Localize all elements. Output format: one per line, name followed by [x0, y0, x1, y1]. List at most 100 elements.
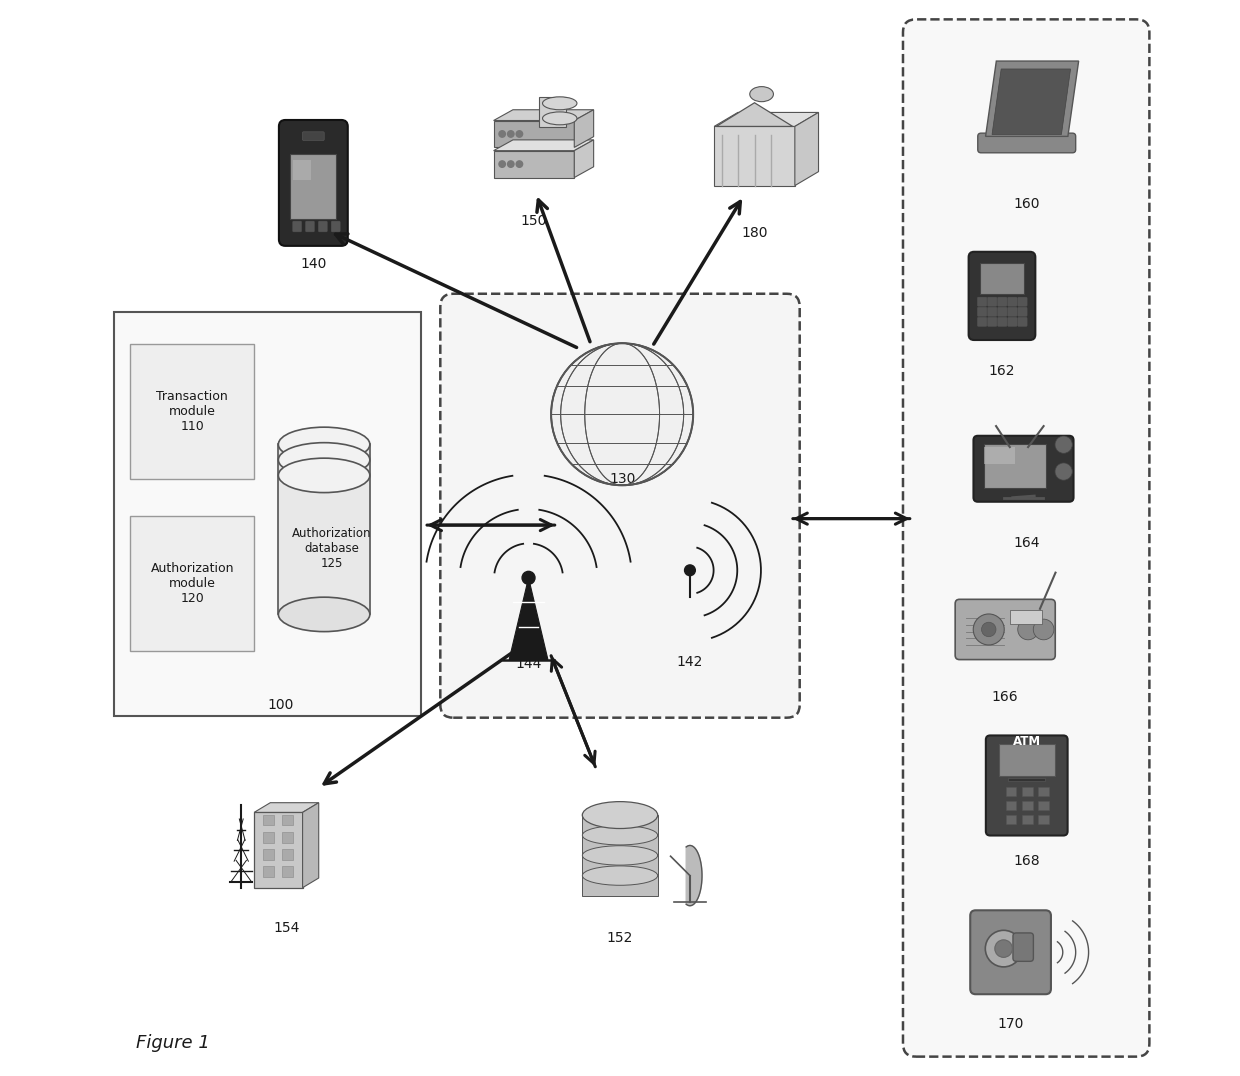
FancyBboxPatch shape: [303, 132, 324, 141]
Text: 144: 144: [516, 656, 542, 671]
FancyBboxPatch shape: [1022, 815, 1033, 824]
FancyBboxPatch shape: [1018, 317, 1027, 326]
FancyBboxPatch shape: [955, 599, 1055, 660]
Text: 142: 142: [677, 654, 703, 669]
Text: 166: 166: [992, 690, 1018, 705]
Polygon shape: [494, 140, 594, 151]
Polygon shape: [574, 140, 594, 178]
FancyBboxPatch shape: [263, 849, 274, 860]
FancyBboxPatch shape: [977, 317, 987, 326]
FancyBboxPatch shape: [1018, 297, 1027, 307]
Ellipse shape: [543, 112, 577, 125]
Polygon shape: [254, 803, 319, 812]
Polygon shape: [303, 803, 319, 888]
Text: 180: 180: [742, 226, 768, 241]
FancyBboxPatch shape: [968, 252, 1035, 340]
FancyBboxPatch shape: [985, 444, 1047, 487]
FancyBboxPatch shape: [997, 317, 1007, 326]
Circle shape: [1055, 463, 1073, 480]
Polygon shape: [986, 61, 1079, 137]
Circle shape: [1033, 619, 1054, 640]
FancyBboxPatch shape: [1009, 610, 1042, 624]
Text: 130: 130: [609, 471, 635, 486]
Text: 168: 168: [1013, 853, 1040, 868]
FancyBboxPatch shape: [319, 222, 327, 232]
Polygon shape: [494, 121, 574, 147]
Polygon shape: [717, 103, 792, 127]
FancyBboxPatch shape: [1013, 933, 1033, 961]
FancyBboxPatch shape: [987, 308, 997, 316]
FancyBboxPatch shape: [293, 222, 301, 232]
Polygon shape: [510, 578, 548, 660]
Ellipse shape: [278, 597, 370, 632]
FancyBboxPatch shape: [583, 876, 657, 895]
FancyBboxPatch shape: [997, 308, 1007, 316]
FancyBboxPatch shape: [583, 835, 657, 855]
Text: 150: 150: [521, 213, 547, 228]
Ellipse shape: [278, 427, 370, 462]
FancyBboxPatch shape: [970, 910, 1052, 994]
Polygon shape: [574, 110, 594, 147]
FancyBboxPatch shape: [1006, 801, 1017, 810]
Circle shape: [498, 161, 506, 168]
Ellipse shape: [583, 802, 657, 829]
Text: 154: 154: [273, 920, 300, 935]
Ellipse shape: [278, 458, 370, 493]
Polygon shape: [494, 110, 594, 121]
FancyBboxPatch shape: [1018, 308, 1027, 316]
FancyBboxPatch shape: [305, 222, 315, 232]
Text: Figure 1: Figure 1: [136, 1034, 210, 1052]
FancyBboxPatch shape: [978, 133, 1075, 153]
FancyBboxPatch shape: [1008, 317, 1017, 326]
FancyBboxPatch shape: [1038, 801, 1049, 810]
Text: 100: 100: [268, 697, 294, 712]
FancyBboxPatch shape: [278, 444, 370, 614]
FancyBboxPatch shape: [1038, 815, 1049, 824]
Circle shape: [551, 343, 693, 485]
FancyBboxPatch shape: [440, 294, 800, 718]
FancyBboxPatch shape: [263, 815, 274, 825]
FancyBboxPatch shape: [1022, 788, 1033, 796]
FancyBboxPatch shape: [263, 832, 274, 843]
FancyBboxPatch shape: [997, 297, 1007, 307]
Text: Authorization
database
125: Authorization database 125: [291, 527, 372, 570]
Ellipse shape: [583, 805, 657, 825]
FancyBboxPatch shape: [1006, 788, 1017, 796]
Text: 170: 170: [997, 1017, 1024, 1032]
FancyBboxPatch shape: [1008, 308, 1017, 316]
FancyBboxPatch shape: [290, 154, 336, 220]
FancyBboxPatch shape: [114, 312, 420, 716]
Circle shape: [516, 131, 522, 138]
FancyBboxPatch shape: [279, 121, 347, 246]
Ellipse shape: [543, 97, 577, 110]
Circle shape: [986, 931, 1022, 967]
FancyBboxPatch shape: [999, 745, 1054, 777]
FancyBboxPatch shape: [1006, 815, 1017, 824]
Circle shape: [507, 131, 515, 138]
Text: Transaction
module
110: Transaction module 110: [156, 391, 228, 433]
Text: 162: 162: [988, 364, 1016, 379]
FancyBboxPatch shape: [986, 736, 1068, 835]
Text: 152: 152: [606, 931, 634, 946]
FancyBboxPatch shape: [985, 448, 1016, 464]
FancyBboxPatch shape: [977, 308, 987, 316]
Ellipse shape: [583, 846, 657, 865]
FancyBboxPatch shape: [283, 832, 293, 843]
Polygon shape: [254, 812, 303, 888]
Polygon shape: [494, 151, 574, 178]
FancyBboxPatch shape: [263, 866, 274, 877]
FancyBboxPatch shape: [283, 866, 293, 877]
FancyBboxPatch shape: [987, 317, 997, 326]
Circle shape: [982, 622, 996, 637]
FancyBboxPatch shape: [987, 297, 997, 307]
Polygon shape: [795, 113, 818, 186]
FancyBboxPatch shape: [1008, 297, 1017, 307]
Polygon shape: [714, 127, 795, 186]
Circle shape: [1055, 436, 1073, 453]
Ellipse shape: [583, 825, 657, 845]
Ellipse shape: [583, 866, 657, 886]
FancyBboxPatch shape: [583, 816, 657, 835]
Polygon shape: [686, 846, 702, 906]
FancyBboxPatch shape: [977, 297, 987, 307]
Ellipse shape: [750, 87, 774, 102]
